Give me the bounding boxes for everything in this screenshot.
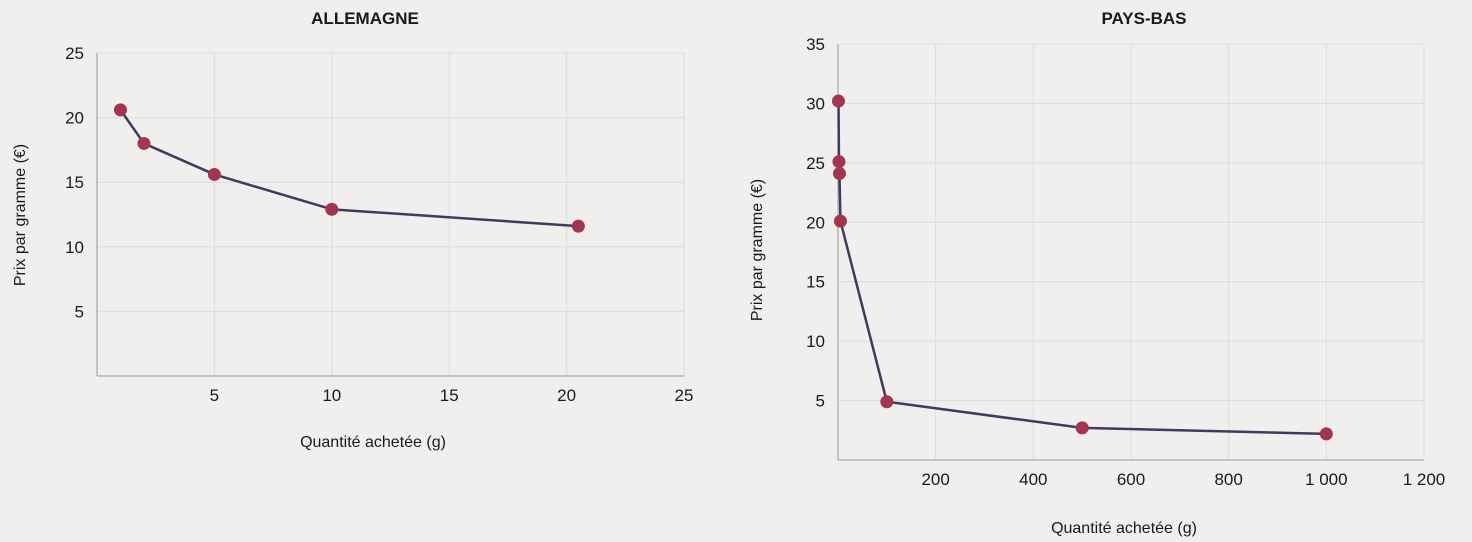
x-tick-label: 1 000 [1305,470,1348,489]
plot-area: 5 10 15 20 25 5 10 15 20 25 [65,44,693,405]
chart-pays-bas: PAYS-BAS Quantité achetée (g) Prix par g… [749,9,1445,537]
data-point [832,167,846,181]
plot-area: 200 400 600 800 1 000 1 200 5 10 15 20 25 30 35 [806,35,1445,489]
chart-title: ALLEMAGNE [311,9,419,28]
y-tick-label: 5 [816,392,825,411]
y-tick-label: 20 [806,213,825,232]
y-tick-label: 25 [65,44,84,63]
x-tick-label: 10 [322,386,341,405]
x-tick-label: 800 [1214,470,1242,489]
x-tick-label: 15 [440,386,459,405]
y-tick-label: 30 [806,94,825,113]
x-tick-label: 5 [210,386,219,405]
data-point [880,395,894,409]
x-tick-label: 25 [675,386,694,405]
y-tick-label: 5 [75,302,84,321]
y-tick-label: 25 [806,154,825,173]
data-point [207,167,221,181]
x-tick-label: 600 [1117,470,1145,489]
y-tick-label: 10 [65,238,84,257]
series-line [119,109,579,228]
data-point [832,155,846,169]
data-point [1319,427,1333,441]
y-tick-label: 10 [806,332,825,351]
data-point [113,103,127,117]
x-tick-label: 20 [557,386,576,405]
chart-allemagne: ALLEMAGNE Quantité achetée (g) Prix par … [12,9,693,451]
data-point [571,219,585,233]
y-tick-label: 15 [806,273,825,292]
y-tick-label: 15 [65,173,84,192]
data-point [137,136,151,150]
series-line [837,101,1327,436]
y-tick-label: 35 [806,35,825,54]
x-axis-label: Quantité achetée (g) [1051,520,1197,537]
data-point [1075,421,1089,435]
data-point [831,94,845,108]
y-tick-label: 20 [65,109,84,128]
data-point [833,214,847,228]
x-axis-label: Quantité achetée (g) [300,434,446,451]
x-tick-label: 200 [921,470,949,489]
x-tick-label: 400 [1019,470,1047,489]
y-axis-label: Prix par gramme (€) [749,179,766,321]
x-tick-label: 1 200 [1403,470,1446,489]
data-point [325,202,339,216]
y-axis-label: Prix par gramme (€) [12,144,29,286]
chart-title: PAYS-BAS [1101,9,1186,28]
